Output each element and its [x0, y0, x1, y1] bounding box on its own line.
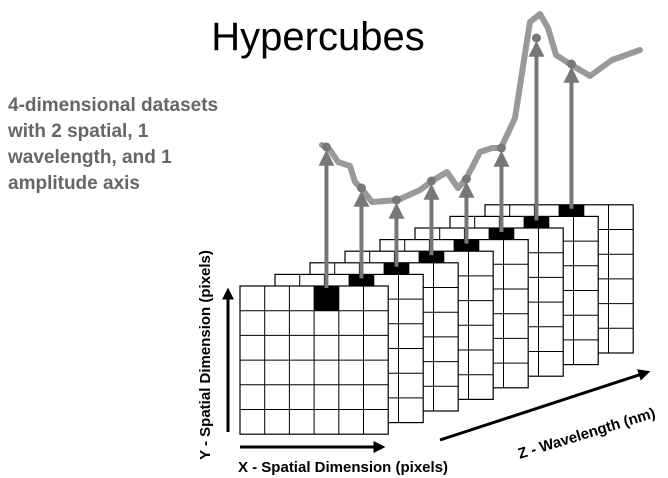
amplitude-arrows — [318, 33, 580, 288]
peak-dot — [496, 143, 506, 153]
peak-dot — [426, 176, 436, 186]
layer — [239, 285, 389, 435]
z-axis-arrow — [439, 369, 651, 442]
hypercube-layers — [239, 204, 634, 435]
peak-dot — [391, 195, 401, 205]
peak-dot — [566, 59, 576, 69]
description-line: amplitude axis — [8, 173, 140, 194]
spectrum-curve — [319, 11, 643, 205]
peak-dot — [356, 183, 366, 193]
peak-dot — [461, 174, 471, 184]
title: Hypercubes — [211, 15, 424, 59]
selected-pixel — [314, 286, 339, 311]
description-line: with 2 spatial, 1 — [7, 121, 149, 142]
y-axis-label: Y - Spatial Dimension (pixels) — [197, 250, 214, 460]
z-axis-label: Z - Wavelength (nm) — [516, 405, 658, 463]
description-line: wavelength, and 1 — [7, 147, 172, 168]
peak-dot — [531, 33, 541, 43]
x-axis-label: X - Spatial Dimension (pixels) — [238, 459, 448, 476]
peak-dot — [321, 142, 331, 152]
description-line: 4-dimensional datasets — [8, 95, 218, 116]
